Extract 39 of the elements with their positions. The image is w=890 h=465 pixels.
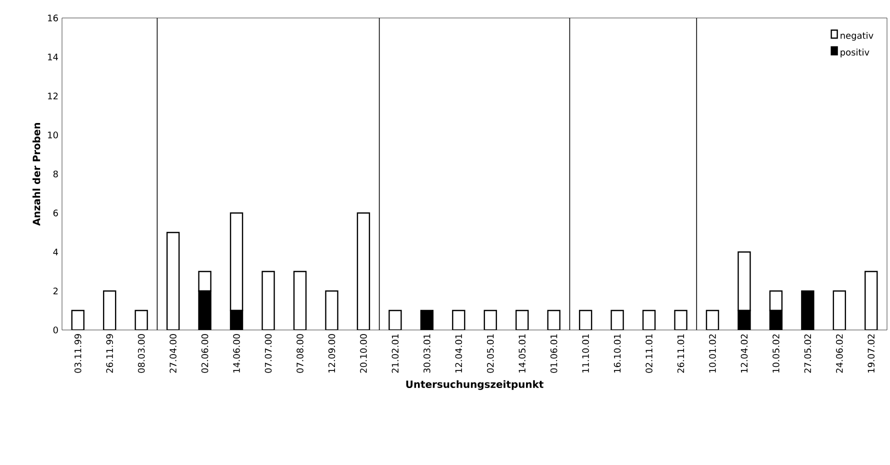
x-tick-label: 03.11.99 [74, 334, 82, 373]
legend-label: positiv [840, 48, 870, 58]
y-tick-label: 8 [53, 170, 58, 178]
x-tick-label: 02.06.00 [201, 334, 208, 373]
x-tick-label: 10.05.02 [772, 334, 780, 372]
y-tick-label: 2 [53, 288, 58, 294]
x-tick-label: 26.11.01 [677, 334, 684, 373]
y-tick-label: 6 [53, 210, 58, 216]
x-tick-label: 14.06.00 [233, 334, 240, 372]
x-tick-label: 07.08.00 [296, 334, 304, 373]
x-tick-label: 20.10.00 [360, 334, 367, 373]
y-tick-label: 10 [48, 132, 58, 138]
x-tick-label: 11.10.01 [582, 334, 589, 372]
x-tick-label: 08.03.00 [138, 334, 145, 373]
y-tick-label: 16 [48, 14, 58, 22]
x-axis-title: Untersuchungszeitpunkt [406, 380, 544, 390]
x-tick-label: 27.04.00 [170, 334, 176, 373]
x-tick-label: 19.07.02 [868, 334, 875, 372]
x-tick-label: 12.04.02 [740, 334, 748, 372]
y-tick-label: 4 [53, 248, 58, 256]
x-tick-label: 02.11.01 [646, 334, 652, 373]
x-tick-label: 07.07.00 [264, 334, 272, 373]
x-tick-label: 30.03.01 [424, 334, 430, 373]
x-tick-label: 10.01.02 [709, 334, 716, 372]
x-tick-label: 12.09.00 [328, 334, 336, 372]
x-tick-label: 24.06.02 [836, 334, 843, 373]
x-tick-label: 12.04.01 [455, 334, 462, 372]
y-axis-title: Anzahl der Proben [32, 122, 40, 226]
y-tick-label: 0 [53, 326, 58, 334]
x-tick-label: 02.05.01 [486, 334, 494, 373]
y-tick-label: 12 [48, 92, 58, 100]
x-tick-label: 21.02.01 [392, 334, 399, 373]
y-tick-label: 14 [48, 54, 58, 60]
x-tick-label: 27.05.02 [804, 334, 812, 373]
legend-label: negativ [840, 32, 874, 41]
x-tick-label: 01.06.01 [550, 334, 558, 373]
x-tick-label: 16.10.01 [614, 334, 621, 372]
x-tick-label: 14.05.01 [518, 334, 526, 372]
x-tick-label: 26.11.99 [106, 334, 113, 373]
